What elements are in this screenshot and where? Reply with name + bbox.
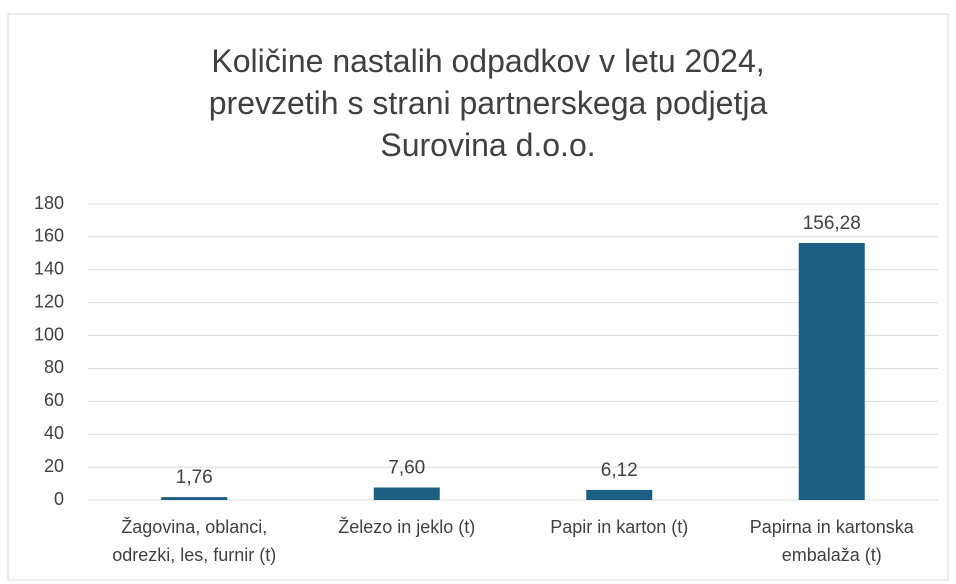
data-label: 156,28: [803, 213, 861, 234]
x-tick-label: Železo in jeklo (t): [338, 517, 475, 537]
x-tick-label: Papirna in kartonska embalaža (t): [750, 517, 915, 565]
x-tick-label: Papir in karton (t): [550, 517, 688, 537]
y-tick-label: 140: [34, 259, 64, 279]
bar: [161, 497, 228, 500]
y-tick-label: 100: [34, 324, 64, 344]
data-label: 6,12: [601, 460, 638, 481]
x-tick-label: Žagovina, oblanci, odrezki, les, furnir (…: [112, 517, 276, 565]
bar: [798, 243, 865, 500]
y-tick-label: 60: [44, 390, 64, 410]
data-label: 1,76: [176, 467, 213, 488]
y-tick-label: 120: [34, 291, 64, 311]
y-tick-label: 160: [34, 226, 64, 246]
bar: [586, 489, 653, 500]
data-label: 7,60: [388, 458, 425, 479]
y-tick-label: 20: [44, 456, 64, 476]
chart-frame: [7, 13, 949, 581]
y-tick-label: 180: [34, 193, 64, 213]
bar: [373, 487, 440, 500]
y-tick-label: 0: [54, 489, 64, 509]
chart-title: Količine nastalih odpadkov v letu 2024, p…: [209, 43, 768, 163]
y-tick-label: 80: [44, 357, 64, 377]
y-tick-label: 40: [44, 423, 64, 443]
